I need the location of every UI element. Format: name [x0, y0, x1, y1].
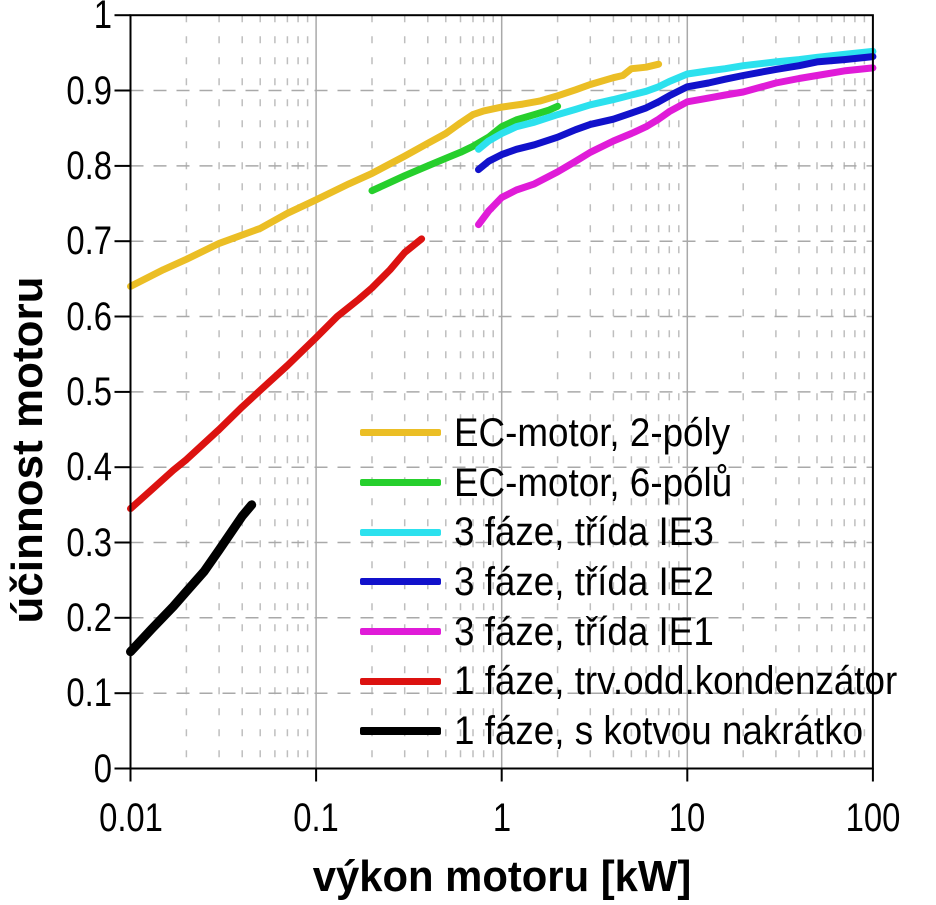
y-tick-label: 0.6 [66, 294, 112, 339]
x-tick-label: 0.01 [98, 796, 163, 840]
y-tick-label: 0.3 [66, 520, 112, 565]
x-axis-title: výkon motoru [kW] [312, 852, 692, 901]
legend-item: 3 fáze, třída IE1 [360, 607, 936, 657]
legend-label: 1 fáze, s kotvou nakrátko [454, 708, 864, 753]
legend-label: 3 fáze, třída IE2 [454, 559, 714, 604]
legend-item: EC-motor, 2-póly [360, 408, 936, 458]
legend-color-line [360, 726, 441, 735]
legend-label: EC-motor, 6-pólů [454, 460, 733, 505]
y-tick-label: 0.9 [66, 68, 112, 113]
legend-item: 1 fáze, s kotvou nakrátko [360, 706, 936, 756]
legend-color-line [360, 429, 441, 437]
y-tick-label: 0.1 [66, 671, 112, 716]
legend-label: 3 fáze, třída IE3 [454, 510, 714, 555]
y-tick-label: 0.4 [66, 445, 112, 490]
legend-color-line [360, 528, 441, 536]
x-tick-label: 100 [845, 796, 901, 840]
y-tick-label: 0 [93, 746, 112, 791]
y-tick-label: 0.2 [66, 595, 112, 640]
chart-legend: EC-motor, 2-póly EC-motor, 6-pólů 3 fáze, … [360, 408, 936, 756]
x-tick-label: 10 [669, 796, 706, 840]
legend-item: 1 fáze, trv.odd.kondenzátor [360, 656, 936, 706]
legend-item: 3 fáze, třída IE3 [360, 507, 936, 557]
legend-label: 1 fáze, trv.odd.kondenzátor [454, 659, 898, 704]
y-axis-title: účinnost motoru [3, 276, 52, 624]
y-tick-label: 0.8 [66, 143, 112, 188]
y-tick-label: 0.7 [66, 219, 112, 264]
legend-color-line [360, 628, 441, 636]
legend-item: 3 fáze, třída IE2 [360, 557, 936, 607]
legend-color-line [360, 479, 441, 487]
legend-label: 3 fáze, třída IE1 [454, 609, 714, 654]
legend-item: EC-motor, 6-pólů [360, 458, 936, 508]
y-tick-label: 0.5 [66, 369, 112, 414]
x-tick-label: 1 [492, 796, 511, 840]
x-tick-label: 0.1 [293, 796, 339, 840]
y-tick-label: 1 [93, 0, 112, 38]
legend-label: EC-motor, 2-póly [454, 410, 731, 455]
legend-color-line [360, 677, 441, 685]
legend-color-line [360, 578, 441, 586]
